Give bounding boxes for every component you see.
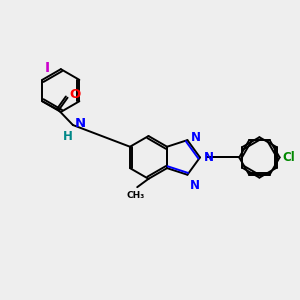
Text: CH₃: CH₃ [127, 191, 145, 200]
Text: I: I [45, 61, 50, 74]
Text: H: H [63, 130, 73, 143]
Text: N: N [204, 151, 214, 164]
Text: N: N [191, 130, 201, 144]
Text: Cl: Cl [283, 151, 296, 164]
Text: N: N [74, 117, 86, 130]
Text: N: N [190, 179, 200, 192]
Text: O: O [69, 88, 81, 101]
